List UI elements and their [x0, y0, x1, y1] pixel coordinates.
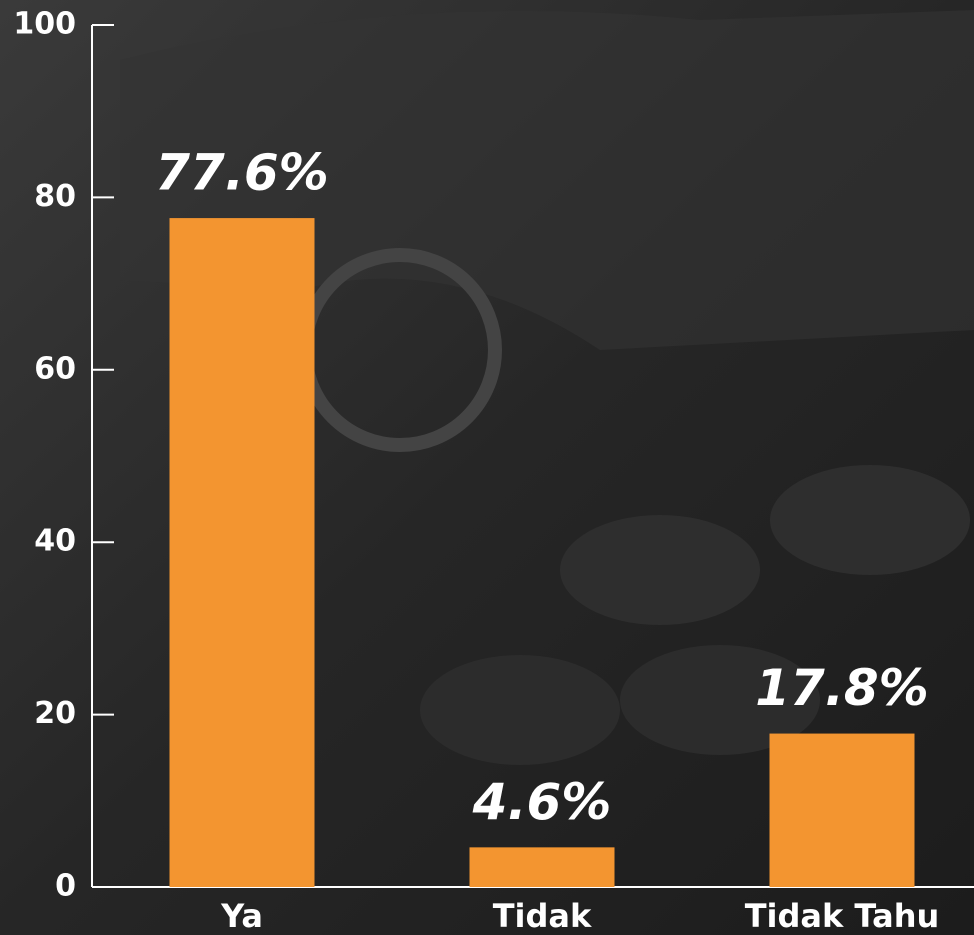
bar	[169, 218, 315, 887]
bar	[769, 733, 915, 887]
background-coin	[620, 645, 820, 755]
x-tick-label: Ya	[220, 897, 263, 935]
background-coin	[770, 465, 970, 575]
y-tick-label: 40	[34, 524, 76, 559]
value-label: 77.6%	[155, 144, 328, 202]
value-label: 17.8%	[755, 659, 928, 717]
bar	[469, 847, 615, 887]
y-tick-label: 0	[55, 869, 76, 904]
background-car	[120, 10, 974, 350]
background-coin	[420, 655, 620, 765]
value-label: 4.6%	[472, 773, 612, 831]
y-tick-label: 20	[34, 696, 76, 731]
y-tick-label: 100	[13, 7, 76, 42]
y-tick-label: 60	[34, 351, 76, 386]
background-coin	[560, 515, 760, 625]
y-tick-label: 80	[34, 179, 76, 214]
x-tick-label: Tidak Tahu	[745, 897, 940, 935]
x-tick-label: Tidak	[493, 897, 592, 935]
